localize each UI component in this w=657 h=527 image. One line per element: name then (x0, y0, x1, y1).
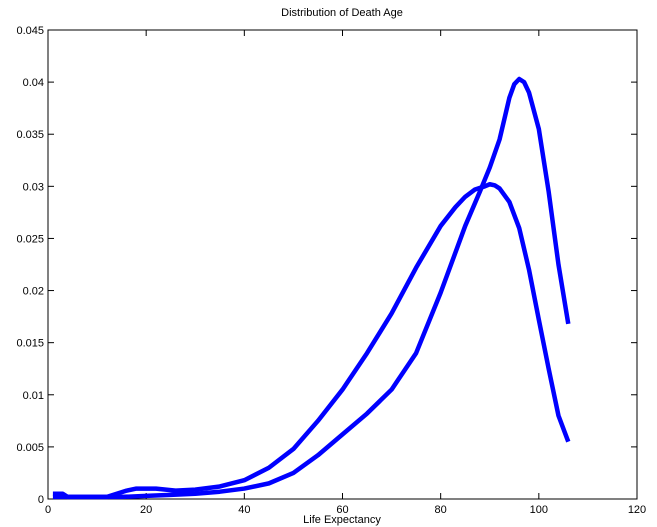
y-tick-label: 0 (38, 494, 44, 506)
y-tick-label: 0.04 (23, 77, 44, 89)
y-tick-label: 0.015 (16, 338, 44, 350)
chart-title: Distribution of Death Age (281, 7, 403, 19)
plot-frame (47, 29, 638, 500)
x-tick-label: 120 (628, 504, 646, 516)
y-tick-label: 0.035 (16, 129, 44, 141)
y-tick-label: 0.03 (23, 181, 44, 193)
x-axis-label: Life Expectancy (303, 514, 381, 526)
series-line-2 (52, 76, 571, 500)
title-layer: Distribution of Death Age (281, 7, 403, 19)
series-layer (52, 76, 571, 500)
y-tick-label: 0.01 (23, 390, 44, 402)
series-line-1 (52, 182, 571, 500)
plot-area-border (47, 29, 638, 500)
x-tick-label: 40 (238, 504, 250, 516)
axis-label-layer: Life Expectancy (303, 514, 381, 526)
y-tick-label: 0.025 (16, 233, 44, 245)
x-tick-label: 0 (45, 504, 51, 516)
y-tick-label: 0.005 (16, 442, 44, 454)
y-tick-label: 0.045 (16, 25, 44, 37)
y-tick-label: 0.02 (23, 286, 44, 298)
x-tick-label: 100 (530, 504, 548, 516)
x-tick-label: 80 (435, 504, 447, 516)
x-tick-label: 20 (140, 504, 152, 516)
x-tick-label: 60 (336, 504, 348, 516)
ticks-layer: 0 20 40 60 80 100 120 0 0.005 0.01 0.015 0.02 0.025 0… (16, 25, 646, 516)
